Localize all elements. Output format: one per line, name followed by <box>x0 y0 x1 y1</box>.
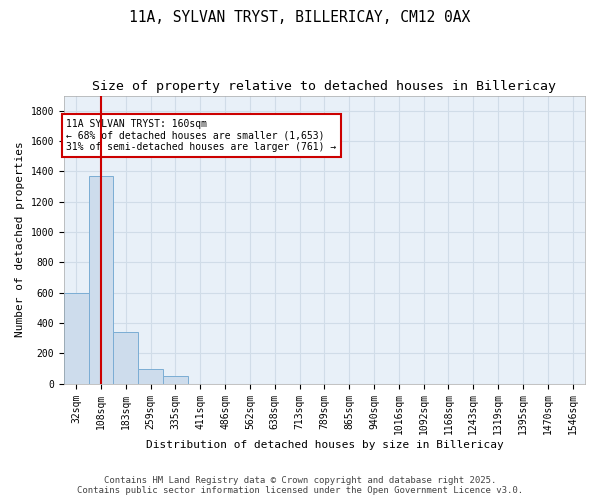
Bar <box>89 176 113 384</box>
Bar <box>163 376 188 384</box>
Y-axis label: Number of detached properties: Number of detached properties <box>15 142 25 338</box>
Bar <box>113 332 138 384</box>
Bar <box>138 369 163 384</box>
Title: Size of property relative to detached houses in Billericay: Size of property relative to detached ho… <box>92 80 556 93</box>
Bar <box>64 292 89 384</box>
Text: 11A, SYLVAN TRYST, BILLERICAY, CM12 0AX: 11A, SYLVAN TRYST, BILLERICAY, CM12 0AX <box>130 10 470 25</box>
Text: 11A SYLVAN TRYST: 160sqm
← 68% of detached houses are smaller (1,653)
31% of sem: 11A SYLVAN TRYST: 160sqm ← 68% of detach… <box>67 118 337 152</box>
Text: Contains HM Land Registry data © Crown copyright and database right 2025.
Contai: Contains HM Land Registry data © Crown c… <box>77 476 523 495</box>
X-axis label: Distribution of detached houses by size in Billericay: Distribution of detached houses by size … <box>146 440 503 450</box>
